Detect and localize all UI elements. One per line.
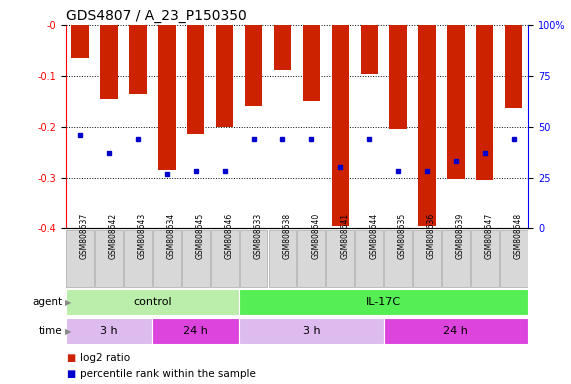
Bar xyxy=(389,25,407,129)
Text: ▶: ▶ xyxy=(65,327,71,336)
Bar xyxy=(216,25,234,127)
FancyBboxPatch shape xyxy=(182,230,210,287)
FancyBboxPatch shape xyxy=(268,230,296,287)
FancyBboxPatch shape xyxy=(239,290,528,315)
Text: GSM808646: GSM808646 xyxy=(224,212,234,259)
Text: control: control xyxy=(133,297,172,308)
Text: log2 ratio: log2 ratio xyxy=(80,353,130,363)
FancyBboxPatch shape xyxy=(153,230,180,287)
FancyBboxPatch shape xyxy=(355,230,383,287)
FancyBboxPatch shape xyxy=(239,318,384,344)
Bar xyxy=(71,25,89,58)
Text: ■: ■ xyxy=(66,353,75,363)
Bar xyxy=(129,25,147,94)
Text: GSM808640: GSM808640 xyxy=(311,212,320,259)
Text: GSM808634: GSM808634 xyxy=(167,212,176,259)
Text: 24 h: 24 h xyxy=(183,326,208,336)
FancyBboxPatch shape xyxy=(95,230,123,287)
Text: GSM808636: GSM808636 xyxy=(427,212,436,259)
Text: ▶: ▶ xyxy=(65,298,71,307)
FancyBboxPatch shape xyxy=(66,290,239,315)
Text: GSM808638: GSM808638 xyxy=(283,213,291,259)
Text: IL-17C: IL-17C xyxy=(366,297,401,308)
FancyBboxPatch shape xyxy=(471,230,498,287)
FancyBboxPatch shape xyxy=(384,230,412,287)
FancyBboxPatch shape xyxy=(384,318,528,344)
Bar xyxy=(447,25,465,179)
FancyBboxPatch shape xyxy=(66,230,94,287)
Text: 3 h: 3 h xyxy=(303,326,320,336)
FancyBboxPatch shape xyxy=(152,318,239,344)
Bar xyxy=(274,25,291,70)
Text: 3 h: 3 h xyxy=(100,326,118,336)
Text: 24 h: 24 h xyxy=(444,326,468,336)
Bar xyxy=(303,25,320,101)
Text: GSM808637: GSM808637 xyxy=(80,212,89,259)
Text: GSM808644: GSM808644 xyxy=(369,212,378,259)
Text: GSM808642: GSM808642 xyxy=(109,213,118,259)
FancyBboxPatch shape xyxy=(66,318,152,344)
FancyBboxPatch shape xyxy=(211,230,239,287)
FancyBboxPatch shape xyxy=(442,230,470,287)
Bar xyxy=(505,25,522,108)
Text: GSM808645: GSM808645 xyxy=(196,212,205,259)
FancyBboxPatch shape xyxy=(327,230,354,287)
FancyBboxPatch shape xyxy=(124,230,152,287)
Text: GSM808639: GSM808639 xyxy=(456,212,465,259)
Bar xyxy=(419,25,436,226)
FancyBboxPatch shape xyxy=(500,230,528,287)
Text: ■: ■ xyxy=(66,369,75,379)
Bar xyxy=(332,25,349,226)
Bar xyxy=(158,25,175,170)
Text: agent: agent xyxy=(33,297,63,308)
Text: GSM808647: GSM808647 xyxy=(485,212,494,259)
Bar xyxy=(360,25,378,74)
Bar xyxy=(100,25,118,99)
Text: GSM808643: GSM808643 xyxy=(138,212,147,259)
Bar xyxy=(245,25,262,106)
FancyBboxPatch shape xyxy=(240,230,267,287)
Text: GSM808641: GSM808641 xyxy=(340,213,349,259)
Bar xyxy=(476,25,493,180)
Text: GSM808648: GSM808648 xyxy=(514,213,522,259)
Text: GSM808635: GSM808635 xyxy=(398,212,407,259)
FancyBboxPatch shape xyxy=(297,230,325,287)
Text: percentile rank within the sample: percentile rank within the sample xyxy=(80,369,256,379)
Bar xyxy=(187,25,204,134)
Text: time: time xyxy=(39,326,63,336)
Text: GDS4807 / A_23_P150350: GDS4807 / A_23_P150350 xyxy=(66,8,247,23)
Text: GSM808633: GSM808633 xyxy=(254,212,263,259)
FancyBboxPatch shape xyxy=(413,230,441,287)
